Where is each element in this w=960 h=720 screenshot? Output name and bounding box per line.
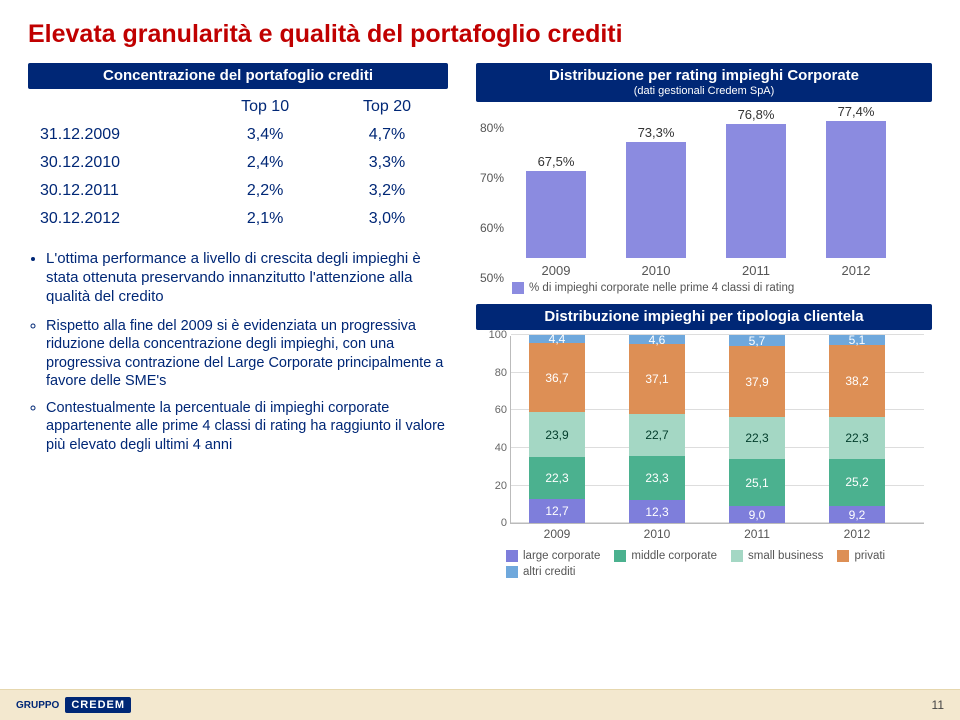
stack-col: 12,323,322,737,14,62010: [629, 335, 685, 523]
stack-seg: 22,3: [529, 457, 585, 499]
bar-x-label: 2009: [526, 263, 586, 278]
bar: 67,5%2009: [526, 108, 586, 258]
table-row: 30.12.20102,4%3,3%: [28, 149, 448, 177]
stack-ytick: 60: [481, 404, 507, 416]
bar-legend: % di impieghi corporate nelle prime 4 cl…: [512, 282, 794, 294]
bar-chart-sub: (dati gestionali Credem SpA): [482, 85, 926, 98]
bar-value-label: 73,3%: [626, 125, 686, 140]
bar-value-label: 67,5%: [526, 154, 586, 169]
footer: GRUPPO CREDEM 11: [0, 689, 960, 720]
stack-seg: 36,7: [529, 343, 585, 412]
stack-seg: 25,2: [829, 459, 885, 506]
stack-x-label: 2012: [829, 527, 885, 541]
bar-x-label: 2011: [726, 263, 786, 278]
stack-seg: 38,2: [829, 345, 885, 417]
table-col-top10: Top 10: [204, 93, 326, 121]
page-number: 11: [932, 698, 944, 712]
bullet-sub1: Rispetto alla fine del 2009 si è evidenz…: [46, 317, 448, 391]
logo-bank: CREDEM: [65, 697, 131, 713]
bar-value-label: 77,4%: [826, 104, 886, 119]
stack-seg: 9,0: [729, 506, 785, 523]
bar-ytick: 60%: [480, 221, 504, 235]
bar-ytick: 80%: [480, 121, 504, 135]
bar-legend-label: % di impieghi corporate nelle prime 4 cl…: [529, 282, 794, 294]
stack-seg: 25,1: [729, 459, 785, 506]
stack-seg: 22,3: [729, 417, 785, 459]
stack-chart: 02040608010012,722,323,936,74,4200912,32…: [480, 336, 928, 546]
concentrazione-table: Top 10 Top 20 31.12.20093,4%4,7%30.12.20…: [28, 93, 448, 233]
stack-seg: 5,7: [729, 335, 785, 346]
bar-chart: 67,5%200973,3%201076,8%201177,4%2012 80%…: [480, 108, 928, 278]
stack-ytick: 0: [481, 517, 507, 529]
stack-seg: 22,7: [629, 414, 685, 457]
bullet-sub2: Contestualmente la percentuale di impieg…: [46, 399, 448, 455]
bar: 77,4%2012: [826, 108, 886, 258]
table-col-top20: Top 20: [326, 93, 448, 121]
legend-item: privati: [837, 550, 885, 562]
stack-ytick: 20: [481, 480, 507, 492]
logo-gruppo: GRUPPO: [16, 700, 59, 711]
bar-x-label: 2012: [826, 263, 886, 278]
stack-chart-heading: Distribuzione impieghi per tipologia cli…: [476, 304, 932, 330]
stack-x-label: 2009: [529, 527, 585, 541]
stack-seg: 5,1: [829, 335, 885, 345]
bar: 76,8%2011: [726, 108, 786, 258]
stack-col: 12,722,323,936,74,42009: [529, 335, 585, 523]
bar-ytick: 70%: [480, 171, 504, 185]
page-title: Elevata granularità e qualità del portaf…: [28, 20, 932, 49]
stack-seg: 37,1: [629, 344, 685, 414]
bar-value-label: 76,8%: [726, 107, 786, 122]
stack-col: 9,225,222,338,25,12012: [829, 335, 885, 523]
stack-x-label: 2010: [629, 527, 685, 541]
table-row: 30.12.20112,2%3,2%: [28, 177, 448, 205]
stack-seg: 4,6: [629, 335, 685, 344]
stack-seg: 23,9: [529, 412, 585, 457]
stack-seg: 12,7: [529, 499, 585, 523]
stack-seg: 23,3: [629, 456, 685, 500]
stack-col: 9,025,122,337,95,72011: [729, 335, 785, 523]
bar-x-label: 2010: [626, 263, 686, 278]
stack-seg: 37,9: [729, 346, 785, 417]
stack-x-label: 2011: [729, 527, 785, 541]
table-row: 31.12.20093,4%4,7%: [28, 121, 448, 149]
concentrazione-heading: Concentrazione del portafoglio crediti: [28, 63, 448, 89]
stack-legend: large corporate middle corporate small bus…: [506, 550, 932, 578]
table-row: 30.12.20122,1%3,0%: [28, 205, 448, 233]
stack-seg: 22,3: [829, 417, 885, 459]
bullet-main: L'ottima performance a livello di cresci…: [46, 249, 448, 307]
legend-item: altri crediti: [506, 566, 575, 578]
stack-ytick: 40: [481, 442, 507, 454]
bar-chart-title: Distribuzione per rating impieghi Corpor…: [549, 67, 859, 84]
bullets: L'ottima performance a livello di cresci…: [28, 249, 448, 454]
stack-ytick: 80: [481, 367, 507, 379]
bar: 73,3%2010: [626, 108, 686, 258]
legend-item: large corporate: [506, 550, 600, 562]
stack-seg: 12,3: [629, 500, 685, 523]
stack-ytick: 100: [481, 329, 507, 341]
bar-ytick: 50%: [480, 271, 504, 285]
stack-seg: 4,4: [529, 335, 585, 343]
legend-item: small business: [731, 550, 823, 562]
logo: GRUPPO CREDEM: [16, 697, 131, 713]
legend-item: middle corporate: [614, 550, 717, 562]
bar-chart-heading: Distribuzione per rating impieghi Corpor…: [476, 63, 932, 102]
stack-seg: 9,2: [829, 506, 885, 523]
